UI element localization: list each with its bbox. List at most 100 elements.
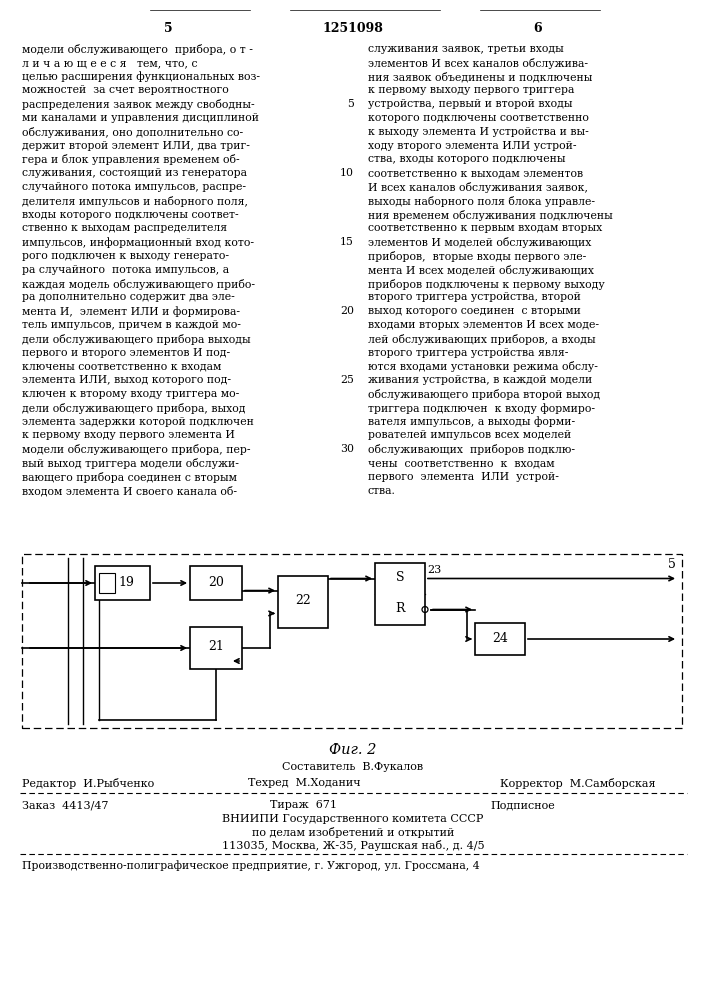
- Text: входом элемента И своего канала об-: входом элемента И своего канала об-: [22, 486, 237, 496]
- Text: 6: 6: [534, 22, 542, 35]
- Text: дели обслуживающего прибора, выход: дели обслуживающего прибора, выход: [22, 403, 245, 414]
- Text: ственно к выходам распределителя: ственно к выходам распределителя: [22, 223, 227, 233]
- Text: можностей  за счет вероятностного: можностей за счет вероятностного: [22, 85, 229, 95]
- Text: тель импульсов, причем в каждой мо-: тель импульсов, причем в каждой мо-: [22, 320, 241, 330]
- Text: устройства, первый и второй входы: устройства, первый и второй входы: [368, 99, 573, 109]
- Text: мента И,  элемент ИЛИ и формирова-: мента И, элемент ИЛИ и формирова-: [22, 306, 240, 317]
- Bar: [190, 566, 242, 600]
- Text: лей обслуживающих приборов, а входы: лей обслуживающих приборов, а входы: [368, 334, 595, 345]
- Text: 113035, Москва, Ж-35, Раушская наб., д. 4/5: 113035, Москва, Ж-35, Раушская наб., д. …: [222, 840, 484, 851]
- Text: первого и второго элементов И под-: первого и второго элементов И под-: [22, 348, 230, 358]
- Text: гера и блок управления временем об-: гера и блок управления временем об-: [22, 154, 240, 165]
- Text: входы которого подключены соответ-: входы которого подключены соответ-: [22, 210, 239, 220]
- Text: Тираж  671: Тираж 671: [270, 800, 337, 810]
- Text: модели обслуживающего  прибора, о т -: модели обслуживающего прибора, о т -: [22, 44, 253, 55]
- Text: служивания, состоящий из генератора: служивания, состоящий из генератора: [22, 168, 247, 178]
- Text: рователей импульсов всех моделей: рователей импульсов всех моделей: [368, 430, 571, 440]
- Text: Заказ  4413/47: Заказ 4413/47: [22, 800, 108, 810]
- Text: дели обслуживающего прибора выходы: дели обслуживающего прибора выходы: [22, 334, 250, 345]
- Bar: [22, 554, 682, 728]
- Text: 23: 23: [427, 565, 441, 575]
- Text: ния заявок объединены и подключены: ния заявок объединены и подключены: [368, 72, 592, 82]
- Bar: [99, 573, 115, 593]
- Text: каждая модель обслуживающего прибо-: каждая модель обслуживающего прибо-: [22, 279, 255, 290]
- Text: ходу второго элемента ИЛИ устрой-: ходу второго элемента ИЛИ устрой-: [368, 141, 576, 151]
- Text: ВНИИПИ Государственного комитета СССР: ВНИИПИ Государственного комитета СССР: [222, 814, 484, 824]
- Text: ключены соответственно к входам: ключены соответственно к входам: [22, 361, 221, 371]
- Text: приборов подключены к первому выходу: приборов подключены к первому выходу: [368, 279, 604, 290]
- Text: вающего прибора соединен с вторым: вающего прибора соединен с вторым: [22, 472, 237, 483]
- Text: приборов,  вторые входы первого эле-: приборов, вторые входы первого эле-: [368, 251, 586, 262]
- Text: второго триггера устройства явля-: второго триггера устройства явля-: [368, 348, 568, 358]
- Text: которого подключены соответственно: которого подключены соответственно: [368, 113, 589, 123]
- Text: распределения заявок между свободны-: распределения заявок между свободны-: [22, 99, 255, 110]
- Text: по делам изобретений и открытий: по делам изобретений и открытий: [252, 827, 454, 838]
- Text: соответственно к первым входам вторых: соответственно к первым входам вторых: [368, 223, 602, 233]
- Text: 22: 22: [295, 594, 311, 607]
- Text: Корректор  М.Самборская: Корректор М.Самборская: [500, 778, 655, 789]
- Text: чены  соответственно  к  входам: чены соответственно к входам: [368, 458, 554, 468]
- Text: 25: 25: [340, 375, 354, 385]
- Text: рого подключен к выходу генерато-: рого подключен к выходу генерато-: [22, 251, 229, 261]
- Text: 21: 21: [208, 641, 224, 654]
- Text: обслуживания, оно дополнительно со-: обслуживания, оно дополнительно со-: [22, 127, 243, 138]
- Text: второго триггера устройства, второй: второго триггера устройства, второй: [368, 292, 581, 302]
- Text: 20: 20: [340, 306, 354, 316]
- Text: мента И всех моделей обслуживающих: мента И всех моделей обслуживающих: [368, 265, 594, 276]
- Bar: [95, 566, 150, 600]
- Text: элемента задержки которой подключен: элемента задержки которой подключен: [22, 417, 254, 427]
- Text: ра дополнительно содержит два эле-: ра дополнительно содержит два эле-: [22, 292, 235, 302]
- Text: 30: 30: [340, 444, 354, 454]
- Text: модели обслуживающего прибора, пер-: модели обслуживающего прибора, пер-: [22, 444, 250, 455]
- Text: к первому входу первого элемента И: к первому входу первого элемента И: [22, 430, 235, 440]
- Text: 20: 20: [208, 576, 224, 588]
- Text: 19: 19: [119, 576, 134, 588]
- Text: ства, входы которого подключены: ства, входы которого подключены: [368, 154, 566, 164]
- Text: элементов И всех каналов обслужива-: элементов И всех каналов обслужива-: [368, 58, 588, 69]
- Text: делителя импульсов и наборного поля,: делителя импульсов и наборного поля,: [22, 196, 248, 207]
- Text: 5: 5: [668, 558, 676, 571]
- Text: входами вторых элементов И всех моде-: входами вторых элементов И всех моде-: [368, 320, 599, 330]
- Text: выходы наборного поля блока управле-: выходы наборного поля блока управле-: [368, 196, 595, 207]
- Text: элементов И моделей обслуживающих: элементов И моделей обслуживающих: [368, 237, 591, 248]
- Bar: [278, 576, 328, 628]
- Text: держит второй элемент ИЛИ, два триг-: держит второй элемент ИЛИ, два триг-: [22, 141, 250, 151]
- Text: соответственно к выходам элементов: соответственно к выходам элементов: [368, 168, 583, 178]
- Text: ра случайного  потока импульсов, а: ра случайного потока импульсов, а: [22, 265, 229, 275]
- Text: выход которого соединен  с вторыми: выход которого соединен с вторыми: [368, 306, 581, 316]
- Text: Составитель  В.Фукалов: Составитель В.Фукалов: [282, 762, 423, 772]
- Text: R: R: [395, 602, 404, 615]
- Text: импульсов, информационный вход кото-: импульсов, информационный вход кото-: [22, 237, 254, 248]
- Bar: [190, 627, 242, 669]
- Text: 5: 5: [347, 99, 354, 109]
- Text: ми каналами и управления дисциплиной: ми каналами и управления дисциплиной: [22, 113, 259, 123]
- Text: ства.: ства.: [368, 486, 396, 496]
- Bar: [475, 623, 525, 655]
- Text: Редактор  И.Рыбченко: Редактор И.Рыбченко: [22, 778, 154, 789]
- Text: живания устройства, в каждой модели: живания устройства, в каждой модели: [368, 375, 592, 385]
- Text: 10: 10: [340, 168, 354, 178]
- Text: Техред  М.Ходанич: Техред М.Ходанич: [248, 778, 361, 788]
- Text: Подписное: Подписное: [490, 800, 555, 810]
- Text: целью расширения функциональных воз-: целью расширения функциональных воз-: [22, 72, 260, 82]
- Text: обслуживающих  приборов подклю-: обслуживающих приборов подклю-: [368, 444, 575, 455]
- Text: 1251098: 1251098: [322, 22, 383, 35]
- Text: л и ч а ю щ е е с я   тем, что, с: л и ч а ю щ е е с я тем, что, с: [22, 58, 197, 68]
- Text: случайного потока импульсов, распре-: случайного потока импульсов, распре-: [22, 182, 246, 192]
- Text: обслуживающего прибора второй выход: обслуживающего прибора второй выход: [368, 389, 600, 400]
- Text: к первому выходу первого триггера: к первому выходу первого триггера: [368, 85, 574, 95]
- Text: к выходу элемента И устройства и вы-: к выходу элемента И устройства и вы-: [368, 127, 589, 137]
- Text: вателя импульсов, а выходы форми-: вателя импульсов, а выходы форми-: [368, 417, 575, 427]
- Text: первого  элемента  ИЛИ  устрой-: первого элемента ИЛИ устрой-: [368, 472, 559, 482]
- Text: И всех каналов обслуживания заявок,: И всех каналов обслуживания заявок,: [368, 182, 588, 193]
- Text: служивания заявок, третьи входы: служивания заявок, третьи входы: [368, 44, 563, 54]
- Text: триггера подключен  к входу формиро-: триггера подключен к входу формиро-: [368, 403, 595, 414]
- Text: 24: 24: [492, 632, 508, 645]
- Bar: [375, 563, 425, 625]
- Text: элемента ИЛИ, выход которого под-: элемента ИЛИ, выход которого под-: [22, 375, 231, 385]
- Text: ются входами установки режима обслу-: ются входами установки режима обслу-: [368, 361, 598, 372]
- Text: вый выход триггера модели обслужи-: вый выход триггера модели обслужи-: [22, 458, 239, 469]
- Text: 15: 15: [340, 237, 354, 247]
- Text: ния временем обслуживания подключены: ния временем обслуживания подключены: [368, 210, 613, 221]
- Text: Производственно-полиграфическое предприятие, г. Ужгород, ул. Гроссмана, 4: Производственно-полиграфическое предприя…: [22, 860, 479, 871]
